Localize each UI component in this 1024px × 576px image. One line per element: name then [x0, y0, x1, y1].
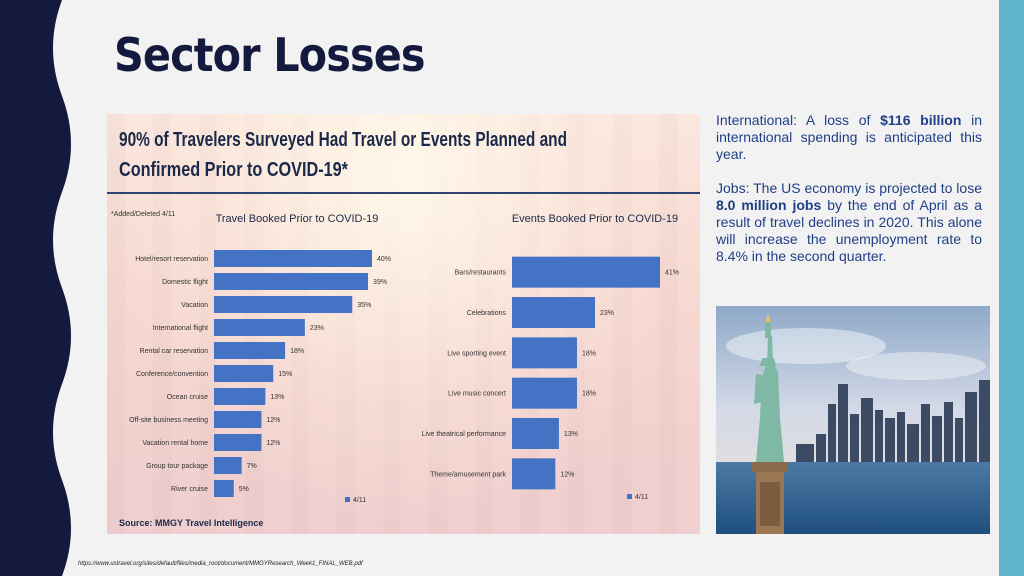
bar [512, 458, 556, 490]
bar [214, 411, 262, 428]
chart-source: Source: MMGY Travel Intelligence [119, 518, 263, 528]
left-wave-band [0, 0, 71, 576]
side-text: International: A loss of $116 billion in… [716, 112, 982, 282]
legend-swatch [345, 497, 350, 502]
events-booked-chart: Events Booked Prior to COVID-19 Bars/rest… [422, 213, 679, 501]
value-label: 5% [239, 486, 249, 493]
jobs-loss-amount: 8.0 million jobs [716, 197, 822, 213]
category-label: Domestic flight [162, 279, 208, 286]
category-label: Vacation rental home [142, 440, 208, 447]
value-label: 12% [266, 417, 280, 424]
chart-headline-line-1: 90% of Travelers Surveyed Had Travel or … [119, 129, 567, 151]
value-label: 41% [665, 270, 679, 277]
travel-booked-chart: Travel Booked Prior to COVID-19 Hotel/res… [129, 213, 391, 504]
bar [214, 457, 242, 474]
value-label: 13% [564, 431, 578, 438]
bar [512, 418, 559, 449]
value-label: 12% [266, 440, 280, 447]
jobs-paragraph: Jobs: The US economy is projected to los… [716, 180, 982, 264]
headline-rule [107, 192, 700, 194]
chart-title: Travel Booked Prior to COVID-19 [216, 213, 379, 225]
category-label: Celebrations [467, 310, 507, 317]
bar [512, 256, 660, 288]
category-label: Theme/amusement park [430, 471, 506, 478]
value-label: 40% [377, 256, 391, 263]
bar [512, 377, 577, 409]
international-loss-amount: $116 billion [880, 112, 962, 128]
category-label: Group tour package [146, 463, 208, 470]
category-label: Live music concert [448, 391, 506, 398]
survey-chart: 90% of Travelers Surveyed Had Travel or … [107, 129, 700, 528]
bar [512, 297, 596, 328]
value-label: 39% [373, 279, 387, 286]
category-label: Live theatrical performance [422, 431, 507, 438]
value-label: 35% [357, 302, 371, 309]
value-label: 18% [290, 348, 304, 355]
chart-headline-line-2: Confirmed Prior to COVID-19* [119, 159, 348, 181]
value-label: 15% [278, 371, 292, 378]
bar [214, 434, 262, 451]
source-url: https://www.ustravel.org/sites/default/f… [78, 561, 363, 567]
bar [214, 319, 305, 336]
bar [214, 296, 353, 313]
value-label: 13% [270, 394, 284, 401]
legend-label: 4/11 [353, 497, 366, 504]
statue-of-liberty-photo [716, 306, 990, 534]
category-label: Off-site business meeting [129, 417, 208, 424]
category-label: International flight [153, 325, 208, 332]
category-label: Conference/convention [136, 371, 208, 378]
bar [214, 250, 372, 267]
bar [512, 337, 577, 369]
category-label: Vacation [181, 302, 208, 309]
bar [214, 365, 274, 382]
chart-footnote: *Added/Deleted 4/11 [111, 211, 175, 218]
value-label: 23% [600, 310, 614, 317]
value-label: 7% [247, 463, 257, 470]
station-background-image [107, 114, 700, 534]
category-label: Rental car reservation [140, 348, 209, 355]
value-label: 18% [582, 350, 596, 357]
category-label: River cruise [171, 486, 208, 493]
bar [214, 342, 286, 359]
bar [214, 388, 266, 405]
international-paragraph: International: A loss of $116 billion in… [716, 112, 982, 162]
value-label: 18% [582, 391, 596, 398]
chart-panel: 90% of Travelers Surveyed Had Travel or … [107, 114, 700, 534]
chart-title: Events Booked Prior to COVID-19 [512, 213, 678, 225]
value-label: 12% [560, 471, 574, 478]
bar [214, 480, 234, 497]
category-label: Ocean cruise [167, 394, 208, 401]
bar [214, 273, 369, 290]
category-label: Live sporting event [447, 350, 506, 357]
slide-title: Sector Losses [114, 28, 426, 82]
category-label: Bars/restaurants [455, 270, 507, 277]
value-label: 23% [310, 325, 324, 332]
legend-label: 4/11 [635, 494, 648, 501]
category-label: Hotel/resort reservation [135, 256, 208, 263]
right-accent-band [999, 0, 1024, 576]
legend-swatch [627, 494, 632, 499]
